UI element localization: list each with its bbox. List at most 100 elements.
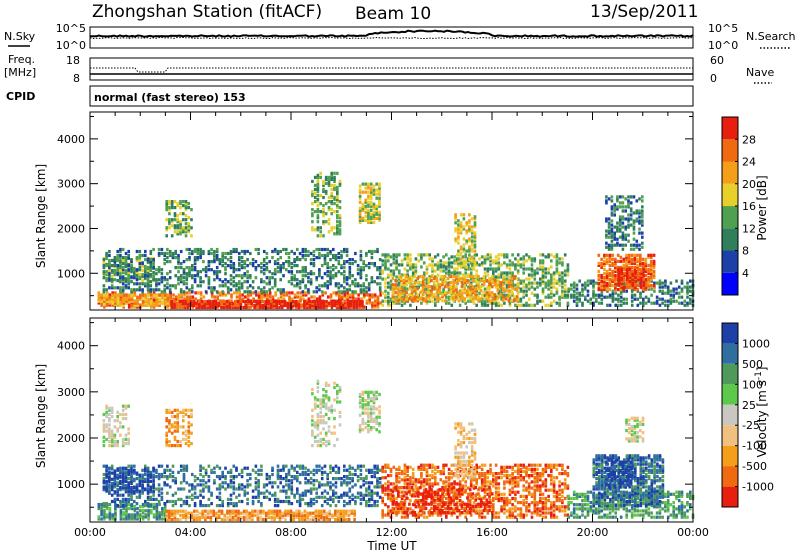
- heatmap-cell: [470, 265, 474, 269]
- heatmap-cell: [149, 497, 153, 501]
- heatmap-cell: [607, 217, 611, 221]
- heatmap-cell: [311, 189, 314, 194]
- heatmap-cell: [254, 276, 258, 280]
- heatmap-cell: [491, 281, 494, 285]
- heatmap-cell: [279, 268, 282, 272]
- heatmap-cell: [378, 272, 382, 276]
- heatmap-cell: [567, 289, 570, 293]
- heatmap-cell: [644, 288, 648, 292]
- heatmap-cell: [384, 267, 387, 271]
- heatmap-cell: [160, 272, 164, 276]
- heatmap-cell: [213, 256, 216, 260]
- heatmap-cell: [474, 297, 477, 301]
- heatmap-cell: [555, 279, 559, 283]
- heatmap-cell: [236, 305, 240, 310]
- heatmap-cell: [102, 290, 106, 294]
- heatmap-cell: [502, 275, 505, 279]
- heatmap-cell: [249, 290, 252, 294]
- heatmap-cell: [105, 256, 108, 261]
- heatmap-cell: [530, 263, 534, 267]
- heatmap-cell: [433, 295, 436, 299]
- heatmap-cell: [316, 193, 320, 198]
- heatmap-cell: [232, 477, 236, 481]
- heatmap-cell: [184, 305, 187, 310]
- heatmap-cell: [610, 207, 614, 211]
- heatmap-cell: [229, 256, 233, 260]
- heatmap-cell: [558, 301, 561, 305]
- heatmap-cell: [274, 293, 277, 297]
- heatmap-cell: [686, 285, 689, 289]
- heatmap-cell: [108, 303, 112, 307]
- heatmap-cell: [584, 281, 587, 285]
- heatmap-cell: [215, 249, 219, 254]
- heatmap-cell: [103, 297, 106, 301]
- heatmap-cell: [462, 249, 466, 253]
- heatmap-cell: [361, 301, 364, 306]
- heatmap-cell: [166, 475, 169, 479]
- heatmap-cell: [387, 267, 390, 271]
- heatmap-cell: [116, 297, 120, 301]
- heatmap-cell: [168, 253, 172, 258]
- heatmap-cell: [468, 229, 471, 233]
- heatmap-cell: [462, 213, 466, 217]
- heatmap-cell: [627, 253, 631, 257]
- heatmap-cell: [644, 259, 648, 263]
- heatmap-cell: [199, 278, 202, 282]
- heatmap-cell: [500, 271, 503, 275]
- heatmap-cell: [311, 299, 314, 304]
- heatmap-cell: [116, 279, 119, 283]
- heatmap-cell: [246, 466, 249, 470]
- heatmap-cell: [441, 293, 444, 297]
- heatmap-cell: [336, 305, 339, 310]
- heatmap-cell: [468, 227, 471, 231]
- heatmap-cell: [240, 487, 244, 491]
- heatmap-cell: [488, 285, 491, 289]
- heatmap-cell: [168, 517, 171, 522]
- heatmap-cell: [333, 232, 336, 236]
- heatmap-cell: [460, 281, 464, 285]
- heatmap-cell: [457, 261, 460, 265]
- heatmap-cell: [409, 265, 412, 269]
- heatmap-cell: [627, 201, 630, 205]
- heatmap-cell: [453, 255, 456, 259]
- heatmap-cell: [298, 251, 302, 256]
- heatmap-cell: [369, 202, 373, 206]
- heatmap-cell: [405, 299, 408, 303]
- heatmap-cell: [373, 264, 376, 268]
- heatmap-cell: [610, 199, 614, 203]
- heatmap-cell: [320, 517, 323, 522]
- heatmap-cell: [530, 275, 534, 279]
- heatmap-cell: [309, 282, 313, 286]
- heatmap-cell: [161, 507, 164, 511]
- heatmap-cell: [627, 257, 631, 261]
- heatmap-cell: [168, 270, 172, 274]
- heatmap-cell: [235, 247, 238, 252]
- heatmap-cell: [207, 264, 211, 268]
- heatmap-cell: [260, 297, 264, 301]
- heatmap-cell: [516, 269, 520, 273]
- heatmap-cell: [138, 276, 142, 280]
- heatmap-cell: [262, 272, 266, 276]
- heatmap-cell: [298, 517, 301, 522]
- heatmap-cell: [114, 293, 117, 297]
- heatmap-cell: [242, 515, 246, 519]
- heatmap-cell: [614, 279, 617, 284]
- heatmap-cell: [155, 513, 159, 517]
- heatmap-cell: [282, 264, 285, 268]
- heatmap-cell: [367, 210, 370, 214]
- heatmap-cell: [312, 262, 316, 266]
- heatmap-cell: [193, 256, 197, 260]
- heatmap-cell: [402, 283, 406, 287]
- heatmap-cell: [416, 293, 419, 297]
- heatmap-cell: [406, 253, 409, 257]
- heatmap-cell: [464, 271, 467, 275]
- heatmap-cell: [188, 495, 191, 499]
- heatmap-cell: [103, 515, 106, 519]
- heatmap-cell: [152, 305, 156, 309]
- heatmap-cell: [398, 283, 401, 287]
- heatmap-cell: [155, 301, 159, 305]
- heatmap-cell: [144, 276, 147, 280]
- heatmap-cell: [343, 247, 346, 252]
- heatmap-cell: [361, 190, 365, 194]
- heatmap-cell: [434, 263, 437, 267]
